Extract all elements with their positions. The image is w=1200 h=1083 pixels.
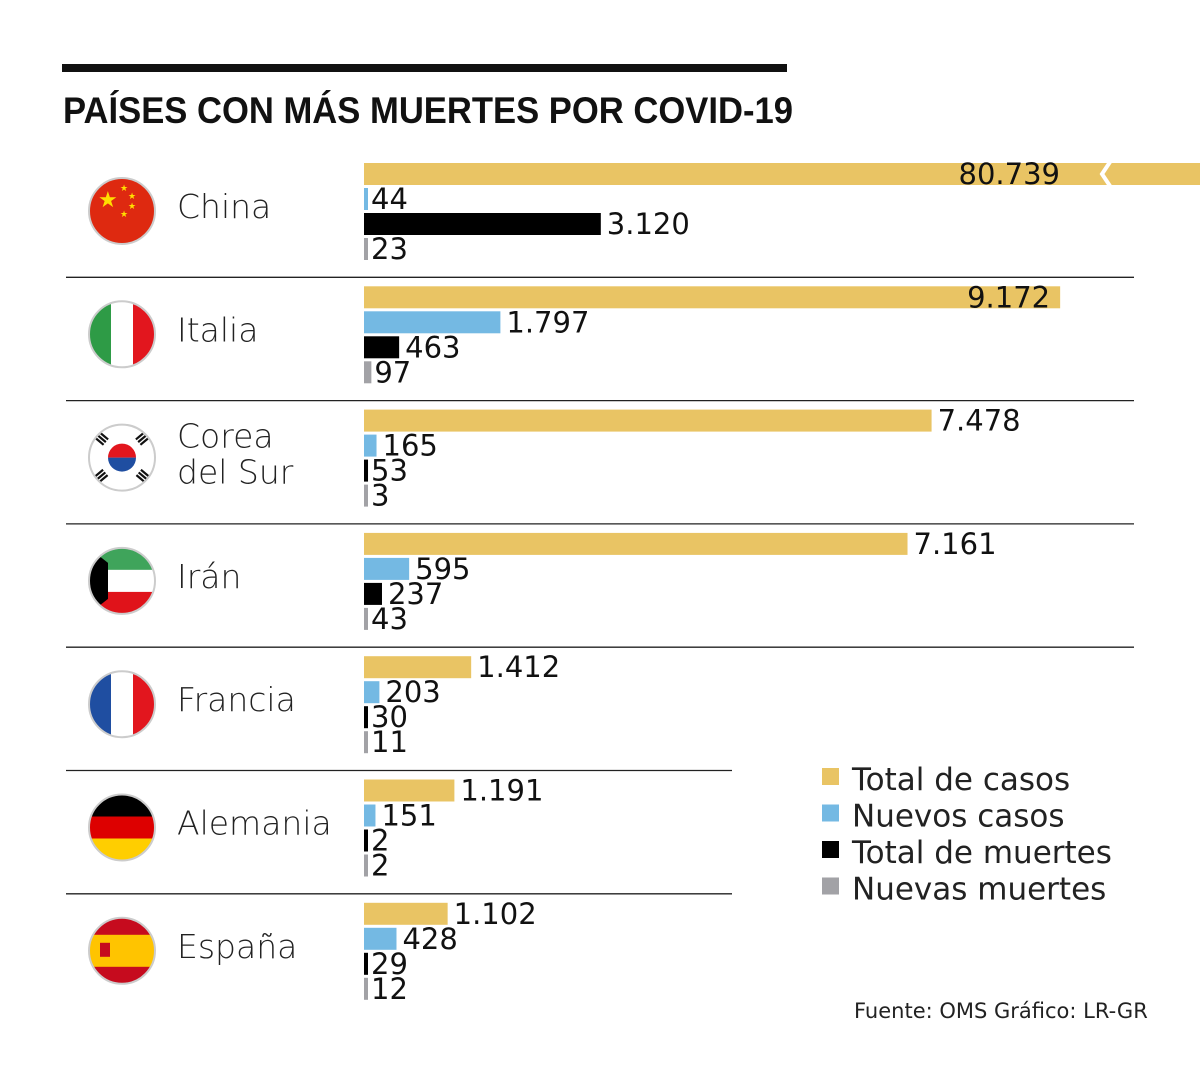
data-label: 237 xyxy=(388,577,443,611)
bar-total-de-casos xyxy=(364,286,1061,309)
data-label: 9.172 xyxy=(967,280,1050,314)
data-label: 165 xyxy=(383,429,438,463)
bar-nuevos-casos xyxy=(364,927,397,950)
data-label: 44 xyxy=(371,182,408,216)
bar-nuevos-casos xyxy=(364,434,377,457)
bar-nuevos-casos xyxy=(364,188,368,210)
legend-swatch xyxy=(822,841,839,858)
bar-total-de-casos xyxy=(364,409,932,432)
bar-nuevas-muertes xyxy=(364,238,368,260)
bar-total-de-casos xyxy=(364,779,455,802)
bar-total-de-muertes xyxy=(364,952,368,975)
data-label: 203 xyxy=(385,675,440,709)
country-label: Irán xyxy=(177,557,241,596)
data-label: 3 xyxy=(371,479,389,513)
country-label: Francia xyxy=(177,680,296,719)
data-label: 428 xyxy=(402,922,457,956)
legend-label: Nuevos casos xyxy=(852,799,1065,835)
data-label: 43 xyxy=(371,602,408,636)
bar-nuevas-muertes xyxy=(364,361,372,384)
bar-total-de-casos xyxy=(364,902,448,925)
bar-total-de-muertes xyxy=(364,336,400,359)
source-label: Fuente: OMS xyxy=(854,999,987,1023)
legend-swatch xyxy=(822,768,839,785)
legend-label: Total de muertes xyxy=(851,835,1112,871)
bar-nuevos-casos xyxy=(364,804,376,827)
bar-nuevas-muertes xyxy=(364,854,368,877)
bar-total-de-casos xyxy=(364,656,472,679)
svg-text:★: ★ xyxy=(128,192,136,202)
country-label: Italia xyxy=(177,310,258,349)
country-label: España xyxy=(177,927,297,966)
data-label: 1.102 xyxy=(454,897,537,931)
data-label: 463 xyxy=(405,330,460,364)
svg-text:★: ★ xyxy=(128,202,136,212)
data-label: 1.797 xyxy=(506,305,589,339)
credit-label: Gráfico: LR-GR xyxy=(994,999,1148,1023)
data-label: 1.191 xyxy=(460,774,543,808)
bar-nuevos-casos xyxy=(364,557,410,580)
country-label: Alemania xyxy=(177,804,332,843)
china-flag-icon: ★ ★★★★ xyxy=(89,178,155,244)
data-label: 2 xyxy=(371,849,389,883)
data-label: 23 xyxy=(371,232,408,266)
country-label: China xyxy=(177,187,271,226)
chart-title: PAÍSES CON MÁS MUERTES POR COVID-19 xyxy=(63,90,793,131)
data-label: 7.161 xyxy=(914,527,997,561)
country-label: Corea del Sur xyxy=(177,417,294,492)
bar-nuevos-casos xyxy=(364,681,380,704)
data-label: 1.412 xyxy=(477,650,560,684)
data-label: 80.739 xyxy=(959,157,1060,191)
bar-nuevos-casos xyxy=(364,311,501,334)
legend-swatch xyxy=(822,804,839,822)
france-flag-icon xyxy=(89,671,155,738)
bar-nuevas-muertes xyxy=(364,484,368,507)
data-label: 29 xyxy=(371,947,408,981)
bar-total-de-muertes xyxy=(364,582,382,605)
svg-text:★: ★ xyxy=(98,188,118,213)
bar-nuevas-muertes xyxy=(364,607,368,630)
bar-total-de-casos xyxy=(364,163,1200,185)
title-rule xyxy=(62,64,787,72)
italy-flag-icon xyxy=(89,301,155,368)
bar-total-de-muertes xyxy=(364,213,601,235)
data-label: 53 xyxy=(371,454,408,488)
germany-flag-icon xyxy=(89,794,155,861)
axis-break-icon xyxy=(1099,160,1112,188)
legend-label: Nuevas muertes xyxy=(852,872,1106,908)
data-label: 7.478 xyxy=(938,404,1021,438)
data-label: 151 xyxy=(381,799,436,833)
legend-label: Total de casos xyxy=(851,762,1070,798)
data-label: 3.120 xyxy=(607,207,690,241)
data-label: 12 xyxy=(371,972,408,1006)
data-label: 97 xyxy=(374,355,411,389)
data-label: 2 xyxy=(371,824,389,858)
bar-total-de-muertes xyxy=(364,459,369,482)
data-label: 30 xyxy=(371,700,408,734)
bar-total-de-casos xyxy=(364,532,908,555)
spain-flag-icon xyxy=(89,917,155,984)
south-korea-flag-icon xyxy=(89,424,155,491)
data-label: 595 xyxy=(415,552,470,586)
bar-nuevas-muertes xyxy=(364,977,368,1000)
legend-swatch xyxy=(822,877,839,895)
bar-total-de-muertes xyxy=(364,706,368,729)
svg-text:★: ★ xyxy=(120,184,128,194)
bar-nuevas-muertes xyxy=(364,731,368,754)
data-label: 11 xyxy=(371,725,408,759)
bar-total-de-muertes xyxy=(364,829,368,852)
svg-text:★: ★ xyxy=(120,210,128,220)
